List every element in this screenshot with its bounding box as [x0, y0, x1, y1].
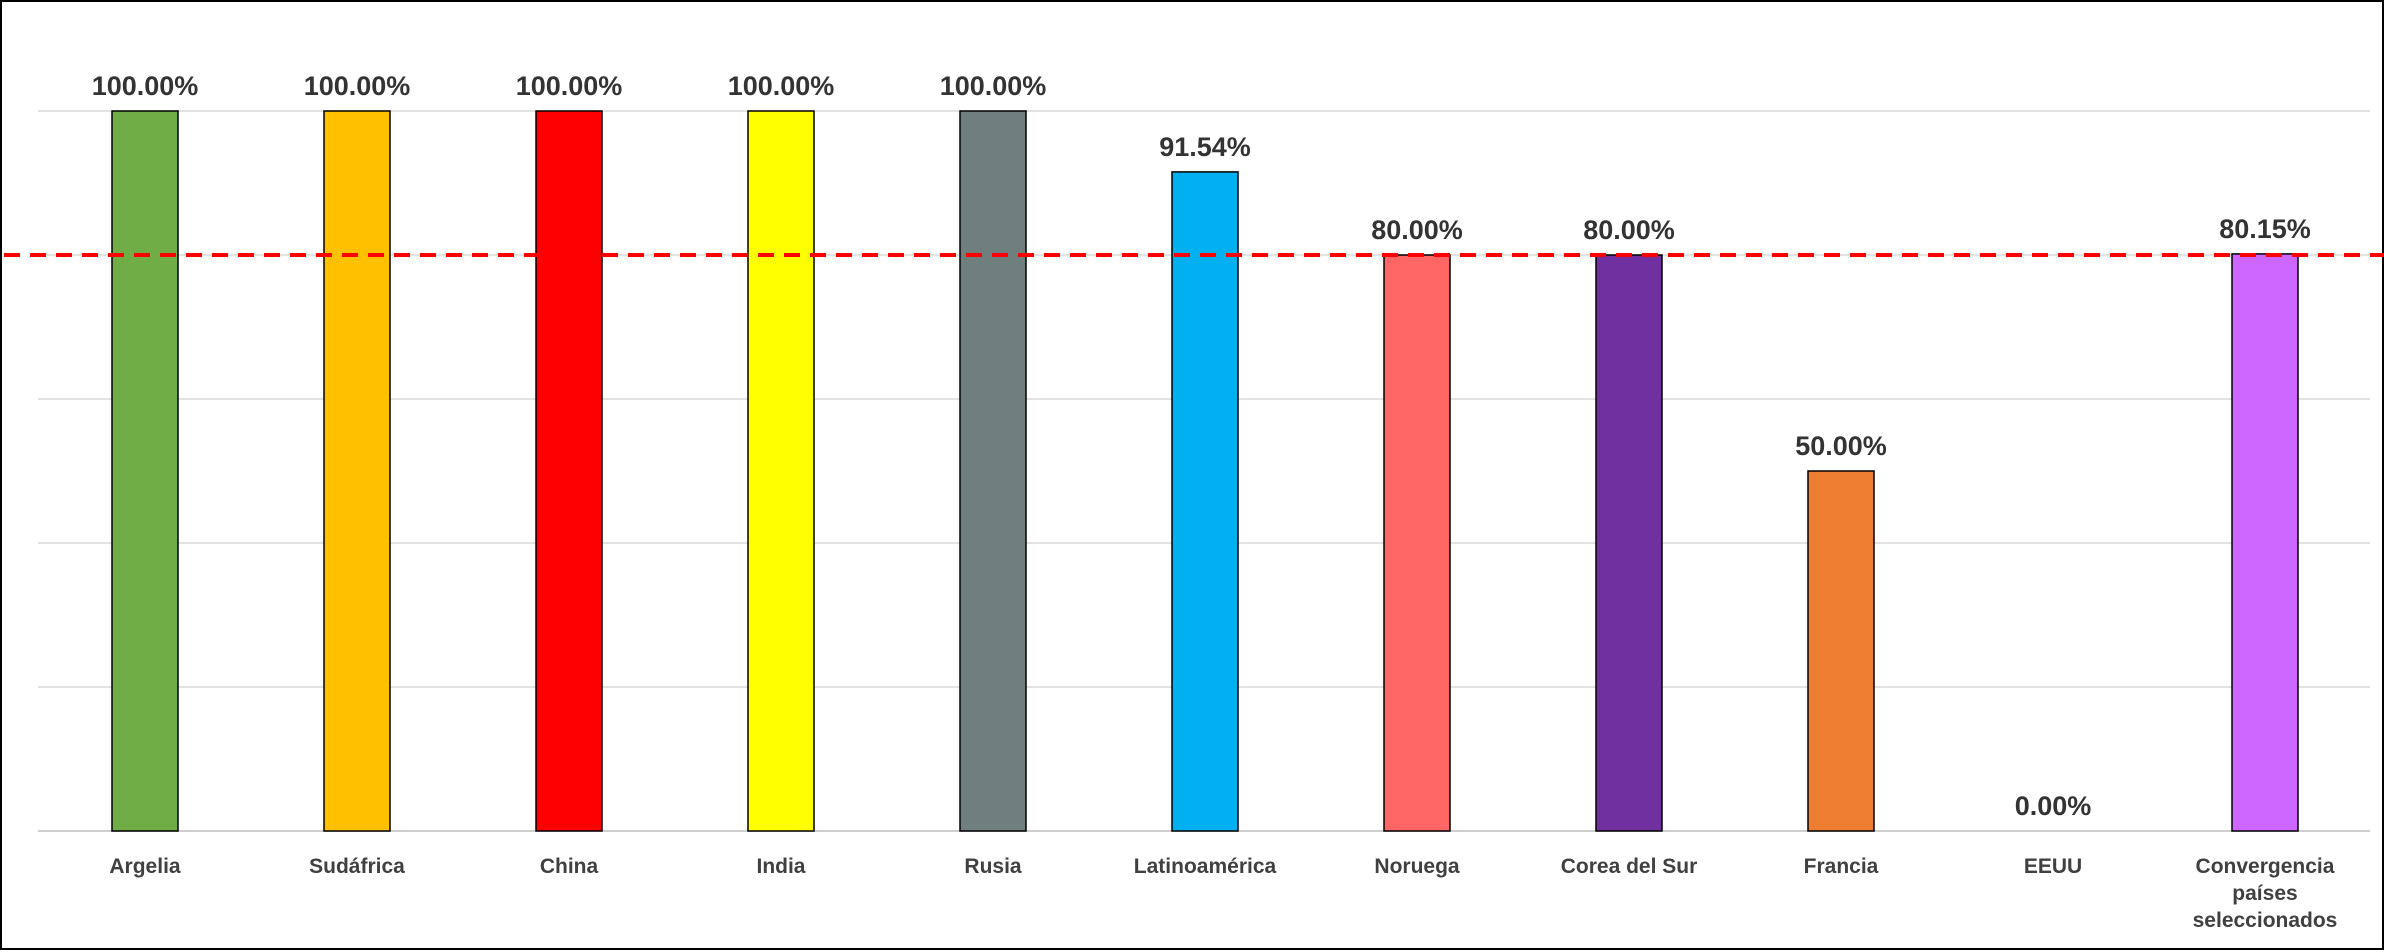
category-label: Noruega — [1374, 855, 1460, 878]
category-label: Argelia — [109, 855, 181, 878]
labels: 100.00% Argelia 100.00% Sudáfrica 100.00% Chi… — [92, 71, 2338, 932]
bar-9 — [1807, 470, 1875, 832]
bar-6 — [1171, 171, 1239, 832]
bar-1 — [111, 110, 179, 832]
bar-3 — [535, 110, 603, 832]
data-label: 100.00% — [92, 71, 199, 101]
data-label: 100.00% — [940, 71, 1047, 101]
data-label: 0.00% — [2015, 791, 2092, 821]
category-label: Rusia — [964, 855, 1022, 878]
category-label: Corea del Sur — [1561, 855, 1698, 878]
category-label: Latinoamérica — [1134, 855, 1277, 878]
category-label: Francia — [1804, 855, 1879, 878]
bars — [111, 110, 2299, 832]
bar-5 — [959, 110, 1027, 832]
data-label: 100.00% — [304, 71, 411, 101]
category-label: Sudáfrica — [309, 855, 405, 878]
bar-4 — [747, 110, 815, 832]
category-label: EEUU — [2024, 855, 2082, 878]
category-label: India — [756, 855, 805, 878]
data-label: 100.00% — [516, 71, 623, 101]
bar-7 — [1383, 254, 1451, 832]
bar-8 — [1595, 254, 1663, 832]
data-label: 80.00% — [1371, 215, 1463, 245]
data-label: 80.00% — [1583, 215, 1675, 245]
category-label: China — [540, 855, 599, 878]
data-label: 91.54% — [1159, 132, 1251, 162]
category-label: Convergencia países seleccionados — [2193, 855, 2338, 932]
data-label: 80.15% — [2219, 214, 2311, 244]
data-label: 100.00% — [728, 71, 835, 101]
bar-11 — [2231, 253, 2299, 832]
bar-2 — [323, 110, 391, 832]
data-label: 50.00% — [1795, 431, 1887, 461]
